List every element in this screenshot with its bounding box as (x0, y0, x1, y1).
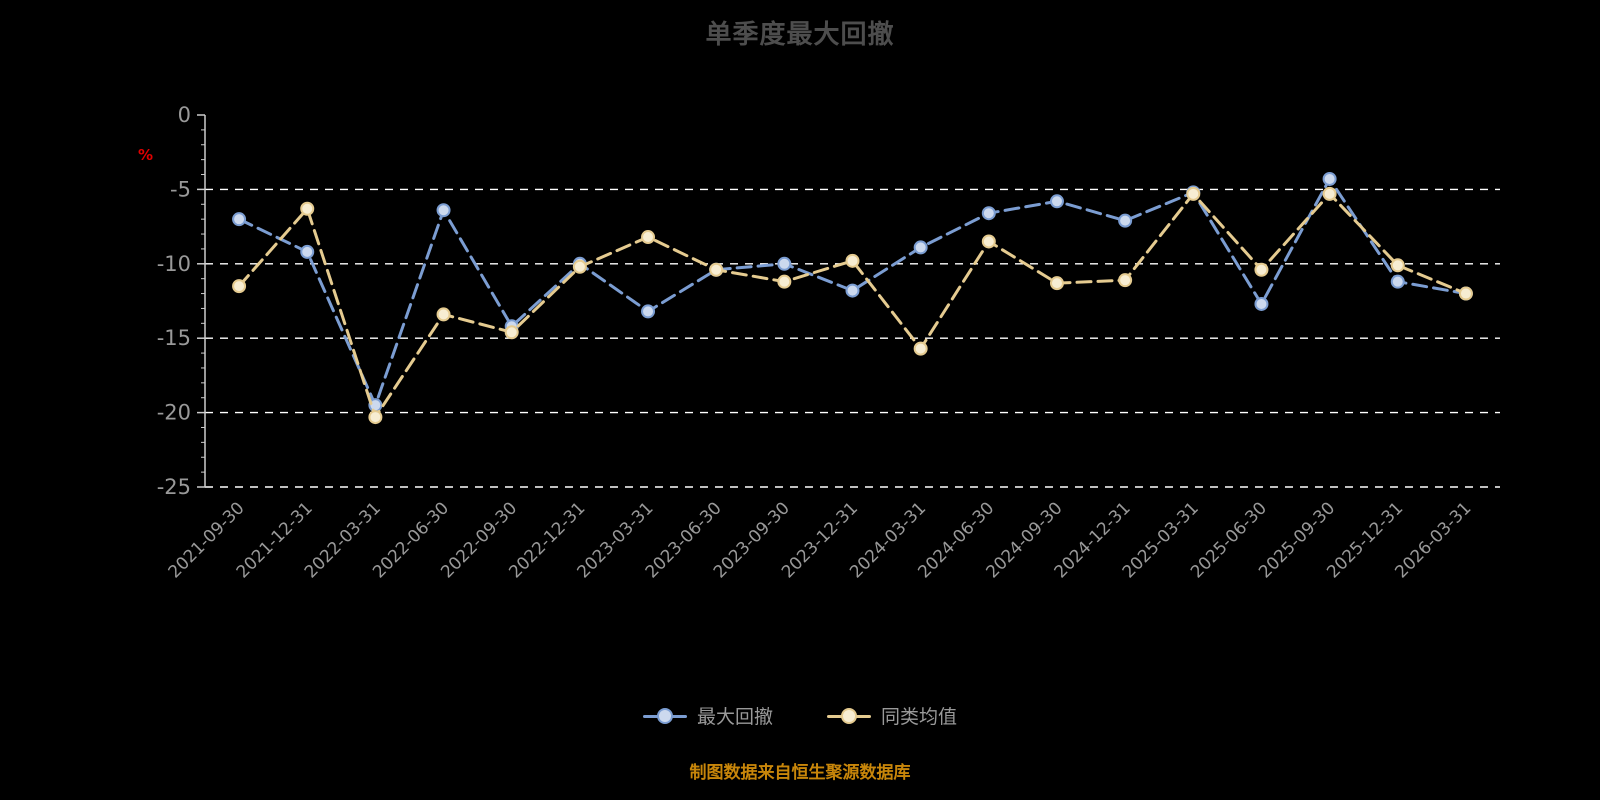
data-point (845, 283, 860, 298)
y-axis-unit-label: % (138, 146, 154, 164)
data-point (436, 307, 451, 322)
data-point (504, 325, 519, 340)
data-point (913, 240, 928, 255)
chart-title: 单季度最大回撤 (705, 20, 895, 50)
data-point (1118, 273, 1133, 288)
data-point (368, 410, 383, 425)
plot-area: 0-5-10-15-20-252021-09-302021-12-312022-… (157, 103, 1500, 582)
legend-circle-icon (656, 707, 673, 724)
y-tick-label: -15 (157, 326, 191, 350)
data-point (777, 256, 792, 271)
data-point (1322, 171, 1337, 186)
y-tick-label: -10 (157, 252, 191, 276)
legend-item-category-average[interactable]: 同类均值 (827, 702, 957, 729)
data-point (436, 203, 451, 218)
data-point (1049, 276, 1064, 291)
data-point (1458, 286, 1473, 301)
data-point (641, 304, 656, 319)
data-point (572, 259, 587, 274)
y-tick-label: -20 (157, 401, 191, 425)
legend-label: 最大回撤 (696, 706, 773, 728)
data-point (232, 212, 247, 227)
legend-label: 同类均值 (881, 706, 958, 728)
legend-marker-category-average (827, 707, 871, 724)
data-point (1322, 186, 1337, 201)
data-point (1049, 194, 1064, 209)
data-point (1254, 262, 1269, 277)
y-tick-label: -25 (157, 475, 191, 499)
legend-marker-max-drawdown (642, 707, 687, 724)
y-tick-label: -5 (170, 177, 191, 201)
data-point (1390, 258, 1405, 273)
data-point (1186, 186, 1201, 201)
data-source-note: 制图数据来自恒生聚源数据库 (689, 763, 911, 783)
data-point (913, 341, 928, 356)
data-point (1254, 296, 1269, 311)
data-point (845, 253, 860, 268)
data-point (300, 201, 315, 216)
data-point (232, 279, 247, 294)
legend: 最大回撤 同类均值 (0, 702, 1600, 729)
data-point (981, 206, 996, 221)
data-point (1390, 274, 1405, 289)
data-point (641, 230, 656, 245)
series-line-1 (237, 192, 1468, 419)
data-point (1118, 213, 1133, 228)
legend-circle-icon (841, 707, 857, 724)
y-tick-label: 0 (178, 103, 191, 127)
data-point (981, 234, 996, 249)
data-point (300, 244, 315, 259)
data-point (709, 262, 724, 277)
data-point (777, 274, 792, 289)
legend-item-max-drawdown[interactable]: 最大回撤 (642, 702, 773, 729)
